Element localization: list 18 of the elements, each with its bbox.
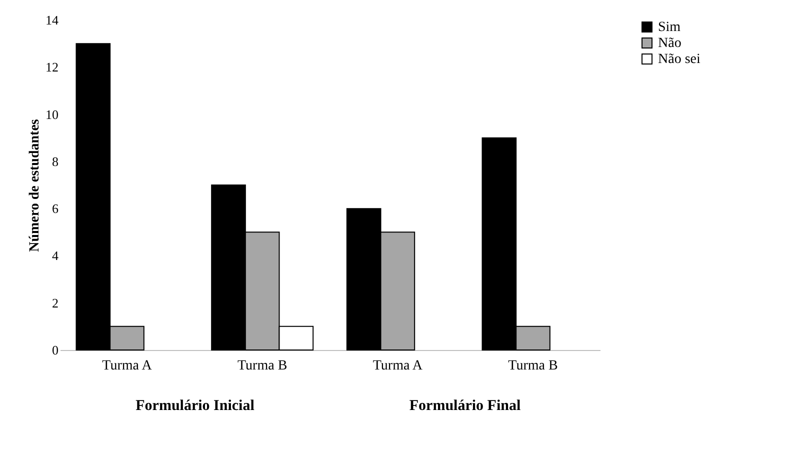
y-tick-label: 0 — [52, 342, 58, 358]
text: Formulário Inicial — [134, 398, 256, 415]
x-tick-label: Turma A — [372, 358, 424, 374]
y-tick-label: 14 — [46, 12, 59, 28]
legend-label: Sim — [658, 20, 681, 35]
legend-label: Não sei — [658, 52, 700, 67]
text: Formulário Final — [408, 398, 522, 415]
x-tick-label: Turma B — [237, 358, 288, 374]
y-tick-label: 10 — [46, 106, 58, 122]
y-tick-label: 4 — [52, 248, 59, 264]
legend-label: Não — [658, 36, 682, 51]
y-tick-label: 2 — [52, 295, 58, 310]
y-tick-label: 8 — [52, 154, 58, 169]
y-axis-title: Número de estudantes — [28, 118, 42, 252]
x-tick-label: Turma B — [508, 358, 558, 374]
y-tick-label: 12 — [46, 60, 58, 75]
y-tick-label: 6 — [52, 201, 59, 216]
x-tick-label: Turma A — [102, 358, 153, 374]
